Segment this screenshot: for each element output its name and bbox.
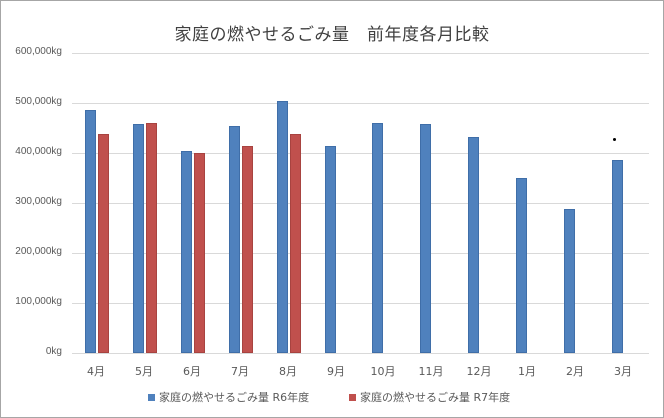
legend-swatch-icon <box>148 393 155 401</box>
gridline <box>72 203 649 204</box>
legend-label: 家庭の燃やせるごみ量 R6年度 <box>159 391 310 404</box>
y-tick-label: 500,000kg <box>15 96 62 107</box>
bar-r6 <box>181 151 192 353</box>
legend-item-r7: 家庭の燃やせるごみ量 R7年度 <box>349 389 510 405</box>
gridline <box>72 253 649 254</box>
x-tick-label: 8月 <box>279 365 297 378</box>
legend-item-r6: 家庭の燃やせるごみ量 R6年度 <box>148 389 309 405</box>
gridline <box>72 353 649 354</box>
x-tick-label: 3月 <box>614 365 632 378</box>
y-tick-label: 100,000kg <box>15 296 62 307</box>
bar-r7 <box>194 153 205 353</box>
bar-r7 <box>290 134 301 353</box>
x-tick-label: 4月 <box>87 365 105 378</box>
bar-r6 <box>612 160 623 353</box>
bar-r6 <box>564 209 575 353</box>
y-tick-label: 200,000kg <box>15 246 62 257</box>
y-tick-label: 300,000kg <box>15 196 62 207</box>
bar-r6 <box>516 178 527 353</box>
x-tick-label: 12月 <box>466 365 492 378</box>
bar-r7 <box>146 123 157 353</box>
gridline <box>72 303 649 304</box>
legend-swatch-icon <box>349 393 356 401</box>
gridline <box>72 103 649 104</box>
bar-r6 <box>420 124 431 353</box>
x-tick-label: 1月 <box>518 365 536 378</box>
bar-r6 <box>85 110 96 353</box>
y-tick-label: 400,000kg <box>15 146 62 157</box>
x-tick-label: 7月 <box>231 365 249 378</box>
chart-title: 家庭の燃やせるごみ量 前年度各月比較 <box>174 25 490 45</box>
bar-r6 <box>468 137 479 353</box>
bar-r6 <box>277 101 288 353</box>
bar-r7 <box>98 134 109 353</box>
y-tick-label: 0kg <box>45 346 62 357</box>
gridline <box>72 153 649 154</box>
x-tick-label: 9月 <box>327 365 345 378</box>
legend-label: 家庭の燃やせるごみ量 R7年度 <box>360 391 511 404</box>
x-tick-label: 5月 <box>135 365 153 378</box>
stray-dot <box>613 138 616 141</box>
x-tick-label: 11月 <box>418 365 444 378</box>
bar-r6 <box>372 123 383 353</box>
bar-r6 <box>325 146 336 353</box>
x-tick-label: 6月 <box>183 365 201 378</box>
x-tick-label: 10月 <box>370 365 396 378</box>
bar-r6 <box>229 126 240 353</box>
bar-r7 <box>242 146 253 353</box>
y-tick-label: 600,000kg <box>15 46 62 57</box>
x-tick-label: 2月 <box>566 365 584 378</box>
bar-r6 <box>133 124 144 353</box>
gridline <box>72 53 649 54</box>
